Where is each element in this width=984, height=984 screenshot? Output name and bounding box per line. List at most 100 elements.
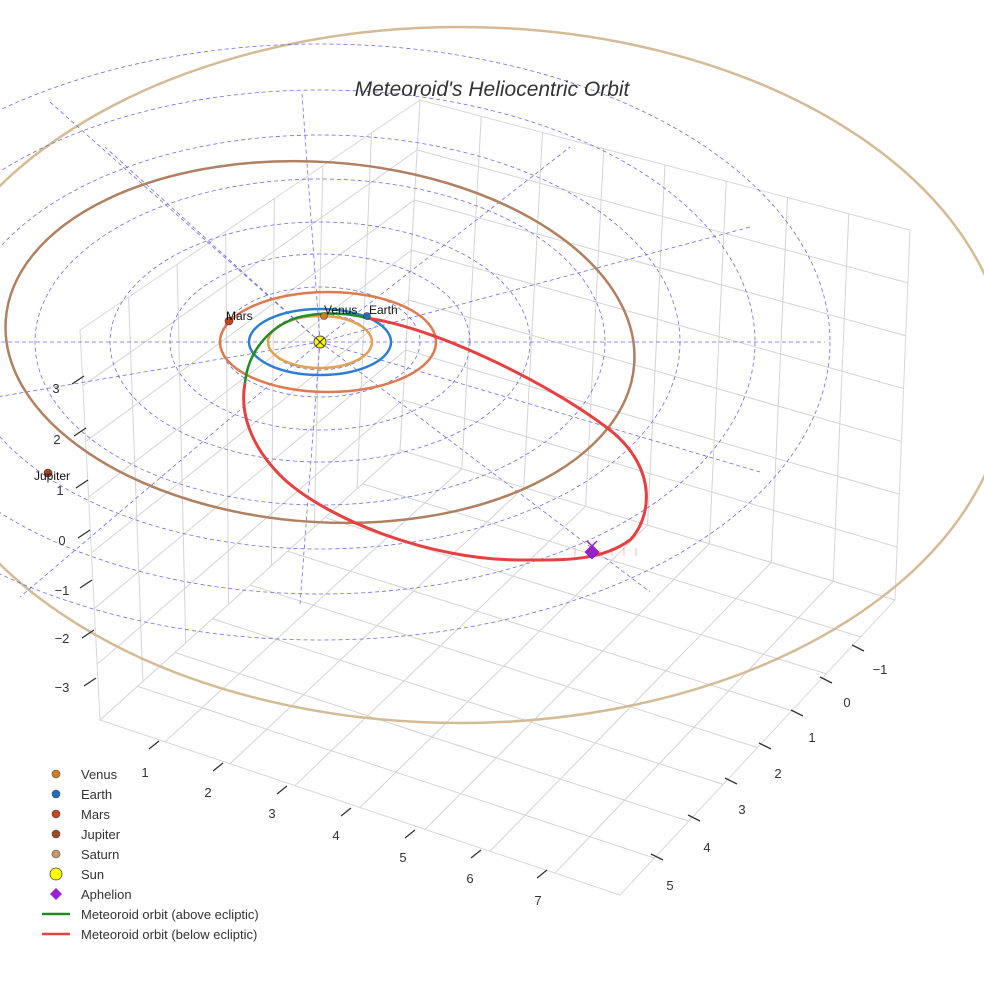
wall-grid-line [85, 199, 415, 442]
y-tick-mark [650, 853, 664, 861]
legend-marker [51, 809, 61, 819]
x-tick-mark [404, 829, 416, 839]
meteoroid-orbit-below [242, 316, 648, 562]
legend-item-aphelion[interactable]: Aphelion [50, 887, 132, 902]
wall-grid-line [770, 197, 788, 563]
y-tick-mark [851, 644, 865, 652]
x-tick-mark [536, 869, 548, 879]
x-tick-mark [276, 785, 288, 795]
legend-label: Meteoroid orbit (below ecliptic) [81, 927, 257, 942]
earth-orbit [247, 307, 393, 377]
z-tick-mark [75, 479, 89, 489]
x-tick-label: 7 [534, 893, 541, 908]
z-tick-mark [73, 427, 87, 437]
legend-label: Sun [81, 867, 104, 882]
axis-box-grid [79, 99, 911, 896]
wall-grid-line [225, 231, 230, 605]
z-tick-mark [81, 629, 95, 639]
wall-grid-line [414, 199, 906, 337]
legend-item-mars[interactable]: Mars [51, 807, 110, 822]
legend-label: Meteoroid orbit (above ecliptic) [81, 907, 259, 922]
y-tick-label: 0 [843, 695, 850, 710]
z-tick-label: −3 [55, 680, 70, 695]
ecliptic-ring [0, 43, 831, 641]
venus-marker [320, 312, 328, 320]
legend-item-sun[interactable]: Sun [49, 867, 104, 882]
wall-grid-line [832, 213, 850, 582]
y-tick-mark [724, 777, 738, 785]
x-tick-mark [340, 807, 352, 817]
wall-grid-line [402, 399, 898, 548]
floor-grid-line [287, 550, 793, 712]
legend-item-venus[interactable]: Venus [51, 767, 118, 782]
jupiter-orbit [4, 159, 636, 525]
y-tick-mark [687, 814, 701, 822]
legend-marker [50, 888, 62, 900]
mars-orbit [218, 290, 438, 394]
legend-item-saturn[interactable]: Saturn [51, 847, 119, 862]
z-tick-mark [71, 375, 85, 385]
wall-grid-line [176, 264, 187, 643]
aphelion-projection-cross [586, 540, 598, 552]
y-tick-label: 1 [808, 730, 815, 745]
wall-grid-line [405, 349, 900, 495]
mars-marker [224, 316, 234, 326]
earth-label: Earth [369, 303, 398, 317]
z-tick-label: 3 [52, 381, 59, 396]
chart-title: Meteoroid's Heliocentric Orbit [355, 78, 631, 101]
ecliptic-grid [0, 43, 831, 641]
legend-marker [51, 789, 61, 799]
wall-grid-line [96, 399, 404, 665]
jupiter-marker [43, 468, 53, 478]
ecliptic-spoke [299, 341, 321, 605]
y-tick-mark [819, 676, 833, 684]
legend-label: Aphelion [81, 887, 132, 902]
ecliptic-spoke [49, 101, 321, 343]
saturn-orbit-layer [0, 25, 984, 725]
wall-grid-line [585, 148, 605, 507]
legend-label: Venus [81, 767, 118, 782]
y-tick-label: −1 [873, 662, 888, 677]
y-tick-mark [790, 709, 804, 717]
venus-label: Venus [324, 303, 357, 317]
floor-grid-line [249, 584, 758, 748]
x-tick-mark [470, 849, 482, 859]
wall-grid-line [408, 299, 902, 442]
wall-grid-line [411, 249, 904, 390]
z-tick-mark [79, 579, 93, 589]
legend-marker [51, 849, 61, 859]
legend-label: Jupiter [81, 827, 121, 842]
x-tick-label: 5 [399, 850, 406, 865]
right-wall-panel [399, 99, 911, 601]
x-tick-label: 2 [204, 785, 211, 800]
wall-grid-line [417, 149, 908, 284]
z-tick-label: 1 [56, 483, 63, 498]
x-tick-label: 6 [466, 871, 473, 886]
wall-grid-line [461, 116, 482, 469]
legend-item-jupiter[interactable]: Jupiter [51, 827, 121, 842]
floor-grid-line [554, 580, 834, 874]
wall-grid-line [647, 164, 666, 526]
y-tick-mark [758, 742, 772, 750]
meteoroid-orbit-above [243, 312, 367, 384]
ecliptic-spoke [319, 341, 761, 473]
wall-grid-line [88, 249, 412, 498]
legend-marker [51, 829, 61, 839]
planet-markers: Venus Earth Mars Jupiter [34, 303, 600, 560]
planet-orbits [4, 159, 636, 525]
legend-label: Saturn [81, 847, 119, 862]
y-tick-label: 5 [666, 878, 673, 893]
x-tick-label: 4 [332, 828, 339, 843]
legend-item-orbit-above[interactable]: Meteoroid orbit (above ecliptic) [42, 907, 259, 922]
ecliptic-spoke [301, 93, 321, 343]
legend[interactable]: Venus Earth Mars Jupiter Saturn Sun Aphelion Me… [42, 767, 259, 942]
meteoroid-orbit-layer [242, 312, 648, 562]
floor-grid-line [362, 483, 861, 638]
y-tick-label: 2 [774, 766, 781, 781]
wall-grid-line [523, 132, 543, 488]
legend-item-earth[interactable]: Earth [51, 787, 112, 802]
x-tick-mark [148, 740, 160, 750]
earth-marker [363, 312, 371, 320]
floor-grid-line [424, 543, 710, 830]
legend-item-orbit-below[interactable]: Meteoroid orbit (below ecliptic) [42, 927, 257, 942]
